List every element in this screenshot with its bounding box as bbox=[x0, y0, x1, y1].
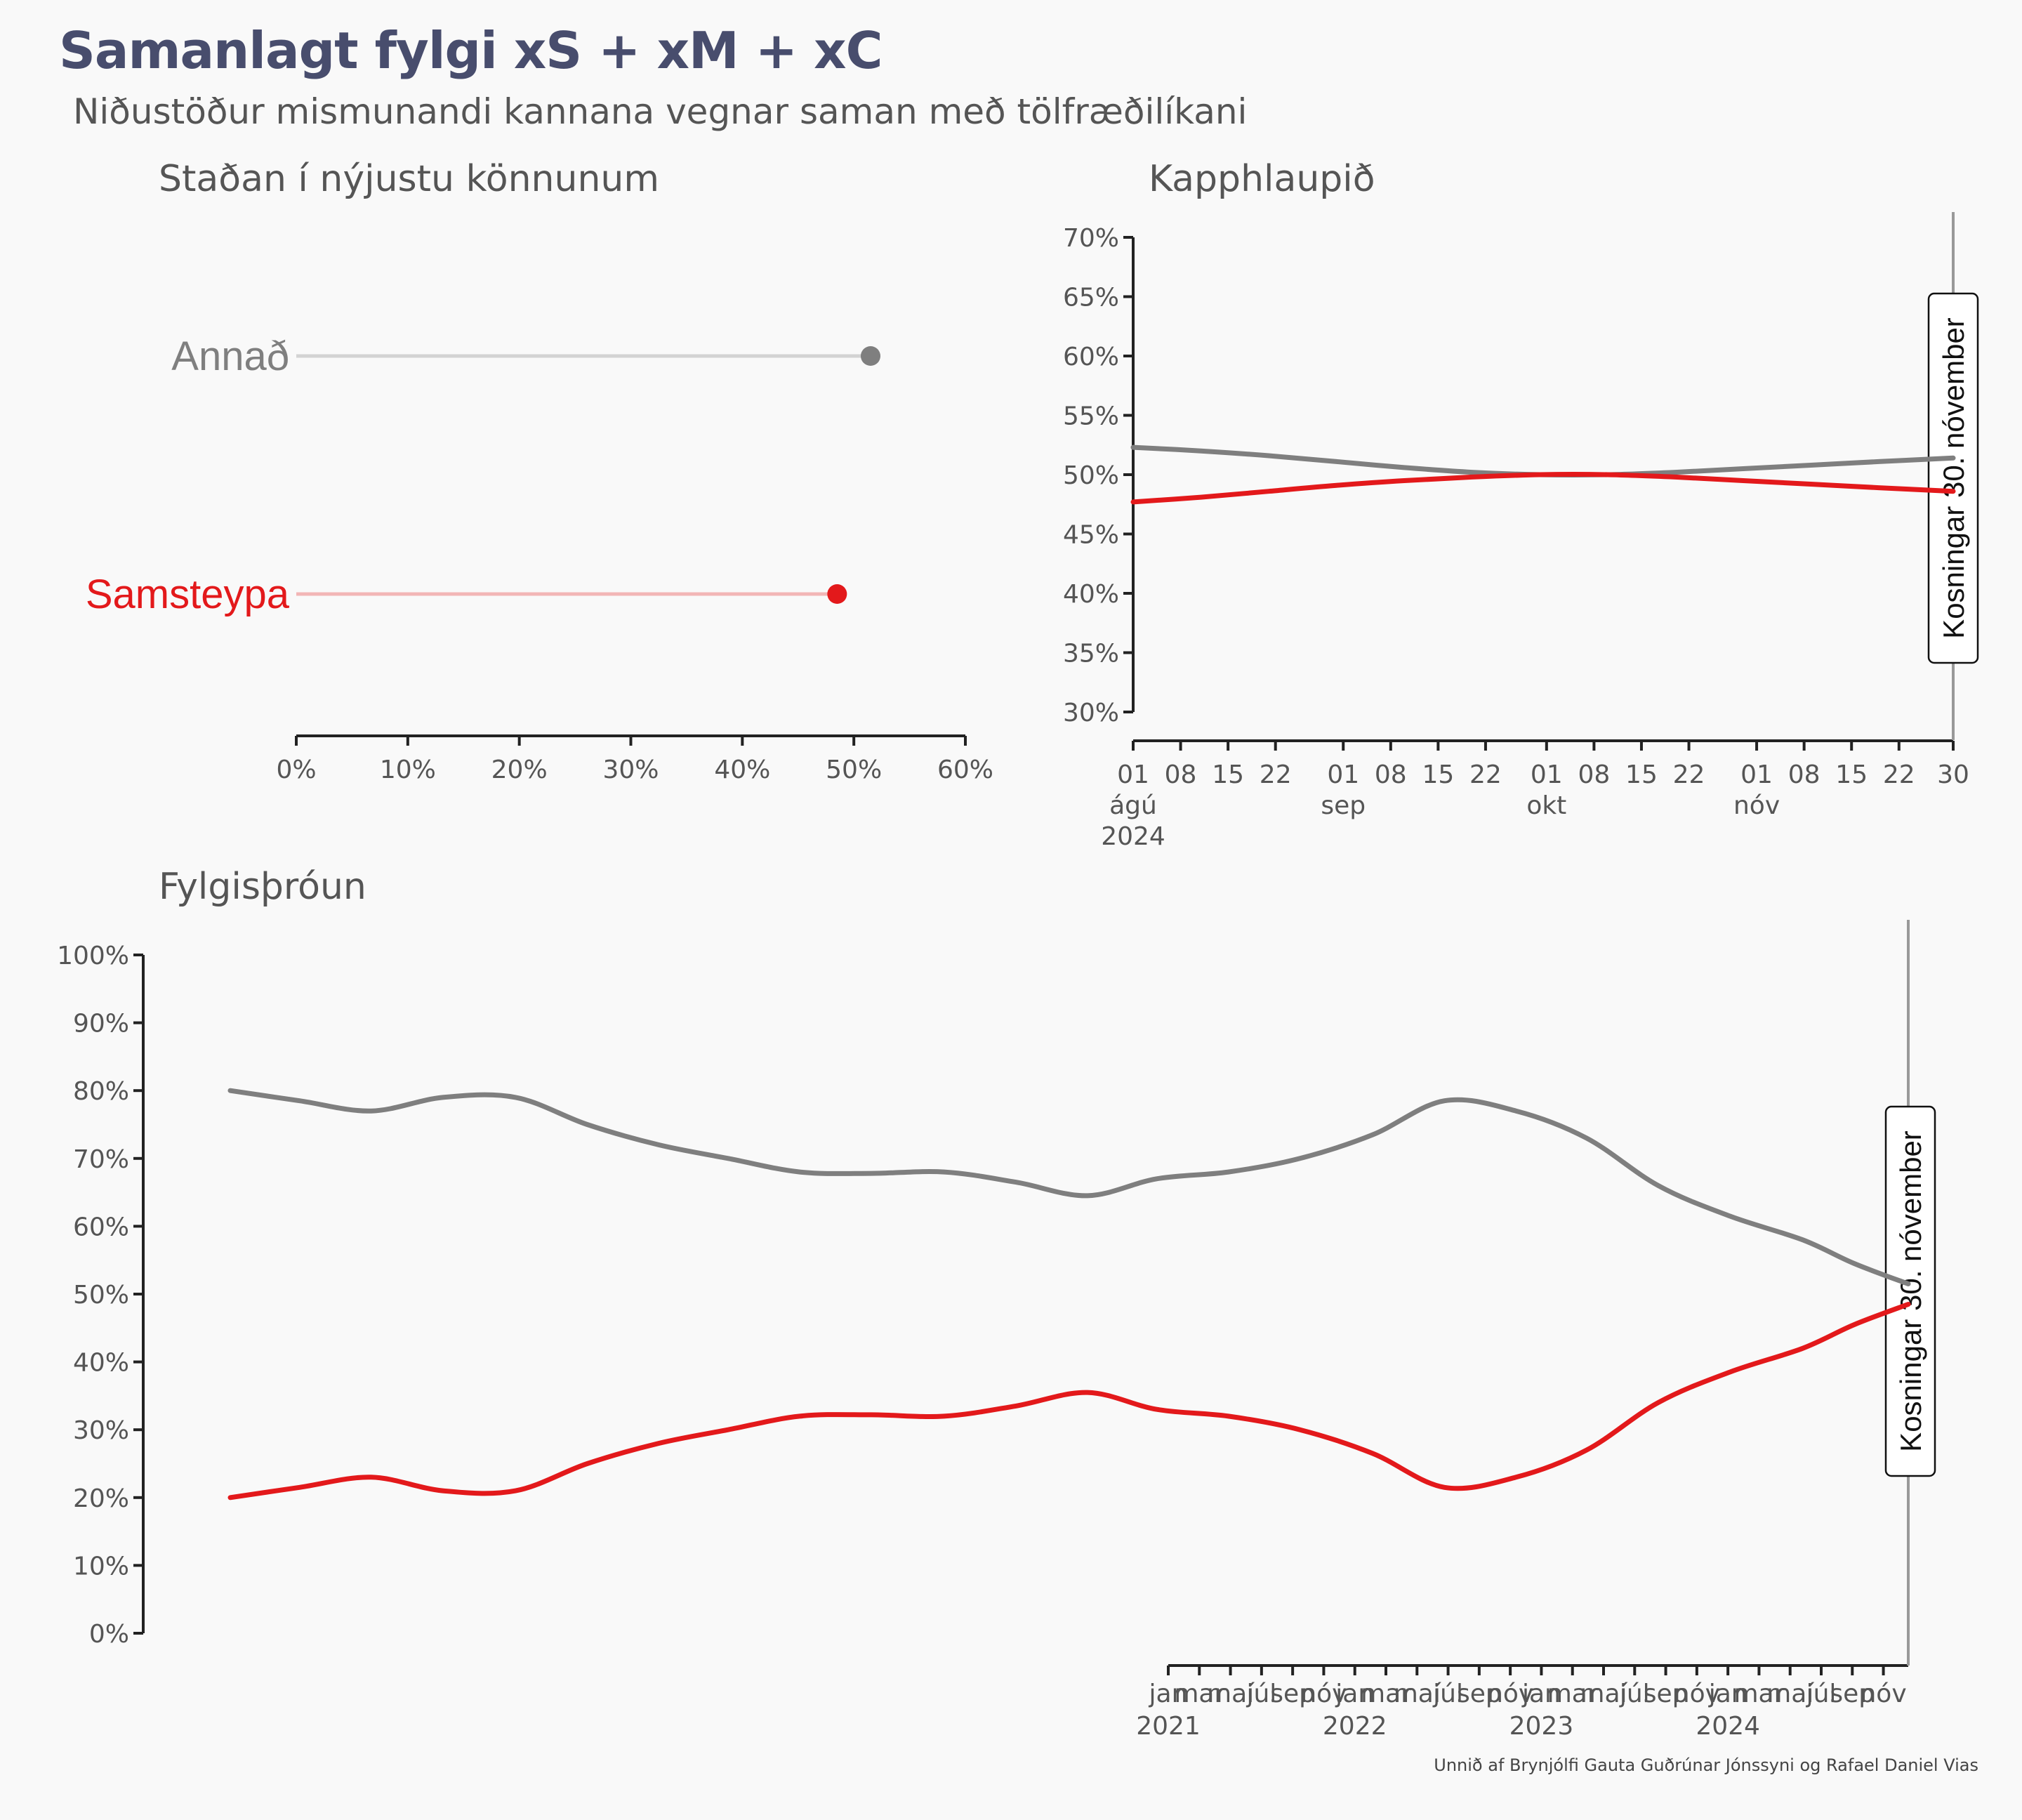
race-x-tick-label: 01 bbox=[1740, 760, 1773, 789]
latest-polls-panel: Staðan í nýjustu könnunum 0% 10% 20% 30% 40%… bbox=[86, 158, 993, 784]
latest-lollipop-dot bbox=[827, 584, 847, 604]
trend-y-tick-label: 0% bbox=[89, 1620, 129, 1649]
trend-y-tick-label: 100% bbox=[57, 942, 129, 970]
race-x-month-label: ágú bbox=[1109, 791, 1157, 820]
race-title: Kapphlaupið bbox=[1149, 158, 1375, 200]
trend-y-tick-label: 70% bbox=[73, 1145, 129, 1174]
trend-x-tick-label: nóv bbox=[1300, 1680, 1347, 1708]
trend-x-tick-label: nóv bbox=[1860, 1680, 1906, 1708]
race-series-line bbox=[1130, 472, 1956, 505]
race-y-tick-label: 50% bbox=[1063, 461, 1119, 490]
latest-x-tick-label: 10% bbox=[380, 756, 436, 784]
race-panel: Kapphlaupið 30% 35% 40% 45% 50% 55% 60% 65% 70% 0… bbox=[1063, 158, 1979, 851]
race-y-tick-label: 65% bbox=[1063, 284, 1119, 312]
trend-x-tick-label: júl bbox=[1619, 1680, 1650, 1708]
trend-x-year-label: 2021 bbox=[1136, 1712, 1201, 1741]
race-x-tick-label: 08 bbox=[1165, 760, 1197, 789]
page-subtitle: Niðustöður mismunandi kannana vegnar sam… bbox=[73, 91, 1248, 132]
trend-series-line bbox=[227, 1088, 1911, 1286]
trend-x-tick-label: jan bbox=[1521, 1680, 1561, 1708]
trend-x-tick-label: sep bbox=[1270, 1680, 1315, 1708]
race-x-tick-label: 22 bbox=[1469, 760, 1502, 789]
race-x-tick-label: 08 bbox=[1375, 760, 1407, 789]
caption: Unnið af Brynjólfi Gauta Guðrúnar Jónssy… bbox=[1434, 1755, 1978, 1775]
trend-x-tick-label: maí bbox=[1207, 1680, 1255, 1708]
trend-x-tick-label: nóv bbox=[1674, 1680, 1720, 1708]
trend-x-tick-label: mar bbox=[1361, 1680, 1411, 1708]
latest-category-label: Samsteypa bbox=[86, 572, 290, 617]
race-x-month-label: nóv bbox=[1733, 791, 1780, 820]
trend-x-tick-label: jan bbox=[1708, 1680, 1747, 1708]
trend-x-tick-label: júl bbox=[1806, 1680, 1837, 1708]
trend-title: Fylgisþróun bbox=[159, 866, 366, 908]
race-x-tick-label: 22 bbox=[1260, 760, 1292, 789]
trend-y-tick-label: 30% bbox=[73, 1416, 129, 1445]
race-x-tick-label: 30 bbox=[1937, 760, 1969, 789]
latest-polls-title: Staðan í nýjustu könnunum bbox=[159, 158, 659, 200]
trend-y-tick-label: 40% bbox=[73, 1349, 129, 1378]
latest-x-tick-label: 0% bbox=[276, 756, 316, 784]
trend-x-tick-label: júl bbox=[1432, 1680, 1463, 1708]
latest-x-tick-label: 40% bbox=[714, 756, 770, 784]
trend-y-tick-label: 50% bbox=[73, 1281, 129, 1310]
race-y-tick-label: 70% bbox=[1063, 224, 1119, 253]
race-x-year-label: 2024 bbox=[1101, 822, 1165, 851]
race-election-label-box bbox=[1927, 292, 1979, 664]
race-x-tick-label: 08 bbox=[1578, 760, 1610, 789]
race-y-tick-label: 40% bbox=[1063, 580, 1119, 609]
trend-x-tick-label: maí bbox=[1580, 1680, 1627, 1708]
trend-y-tick-label: 90% bbox=[73, 1010, 129, 1038]
latest-x-tick-label: 20% bbox=[491, 756, 548, 784]
trend-x-tick-label: mar bbox=[1174, 1680, 1224, 1708]
trend-y-tick-label: 20% bbox=[73, 1484, 129, 1513]
latest-lollipop-dot bbox=[860, 346, 880, 366]
trend-x-year-label: 2024 bbox=[1696, 1712, 1760, 1741]
latest-x-tick-label: 60% bbox=[937, 756, 993, 784]
trend-x-tick-label: maí bbox=[1766, 1680, 1814, 1708]
trend-x-tick-label: maí bbox=[1394, 1680, 1441, 1708]
race-y-tick-label: 55% bbox=[1063, 402, 1119, 431]
page-title: Samanlagt fylgi xS + xM + xC bbox=[59, 21, 883, 80]
trend-election-label-box bbox=[1884, 1105, 1936, 1477]
race-x-tick-label: 01 bbox=[1327, 760, 1359, 789]
trend-series-line bbox=[227, 1302, 1911, 1501]
trend-x-tick-label: sep bbox=[1457, 1680, 1502, 1708]
latest-category-label: Annað bbox=[171, 334, 289, 379]
trend-x-tick-label: júl bbox=[1245, 1680, 1276, 1708]
trend-x-year-label: 2022 bbox=[1323, 1712, 1387, 1741]
race-x-tick-label: 15 bbox=[1625, 760, 1658, 789]
trend-x-tick-label: jan bbox=[1149, 1680, 1188, 1708]
trend-election-label: Kosningar 30. nóvember bbox=[1894, 1130, 1927, 1452]
trend-x-tick-label: sep bbox=[1644, 1680, 1689, 1708]
trend-x-tick-label: mar bbox=[1547, 1680, 1598, 1708]
latest-x-tick-label: 50% bbox=[826, 756, 882, 784]
race-y-tick-label: 30% bbox=[1063, 699, 1119, 727]
race-x-tick-label: 22 bbox=[1883, 760, 1915, 789]
race-x-month-label: okt bbox=[1526, 791, 1566, 820]
race-x-tick-label: 22 bbox=[1673, 760, 1705, 789]
trend-x-tick-label: sep bbox=[1830, 1680, 1875, 1708]
trend-y-tick-label: 80% bbox=[73, 1077, 129, 1106]
race-y-tick-label: 45% bbox=[1063, 521, 1119, 550]
race-x-tick-label: 15 bbox=[1422, 760, 1454, 789]
race-x-month-label: sep bbox=[1321, 791, 1366, 820]
race-x-tick-label: 15 bbox=[1835, 760, 1868, 789]
race-y-tick-label: 60% bbox=[1063, 343, 1119, 371]
race-series-line bbox=[1130, 444, 1956, 477]
trend-panel: Fylgisþróun 0% 10% 20% 30% 40% 50% 60% 70% 80% 90… bbox=[57, 866, 1936, 1741]
trend-x-tick-label: mar bbox=[1733, 1680, 1784, 1708]
race-x-tick-label: 15 bbox=[1212, 760, 1244, 789]
latest-x-tick-label: 30% bbox=[602, 756, 659, 784]
race-x-tick-label: 01 bbox=[1531, 760, 1563, 789]
race-x-tick-label: 08 bbox=[1788, 760, 1821, 789]
race-y-tick-label: 35% bbox=[1063, 640, 1119, 668]
trend-x-tick-label: nóv bbox=[1487, 1680, 1533, 1708]
trend-x-tick-label: jan bbox=[1335, 1680, 1374, 1708]
race-x-tick-label: 01 bbox=[1117, 760, 1149, 789]
trend-y-tick-label: 60% bbox=[73, 1213, 129, 1241]
trend-y-tick-label: 10% bbox=[73, 1552, 129, 1581]
trend-x-year-label: 2023 bbox=[1509, 1712, 1574, 1741]
race-election-label: Kosningar 30. nóvember bbox=[1937, 317, 1970, 639]
